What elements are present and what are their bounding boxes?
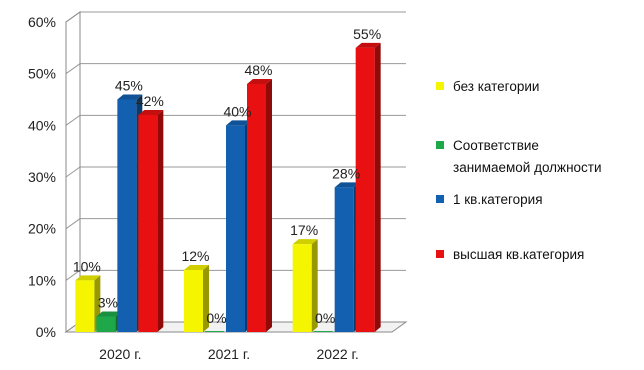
data-label: 45% — [115, 78, 143, 94]
data-labels: 10% 3% 45%42% 12% 0% 40% 48% 17% 0% 28% 55% — [73, 26, 381, 326]
bar-top — [226, 120, 251, 126]
bar-top — [75, 275, 101, 281]
legend-item: 1 кв.категория — [436, 192, 543, 207]
bar-top — [138, 110, 164, 115]
legend-item: Соответствие занимаемой должности — [436, 138, 602, 175]
legend-swatch — [436, 195, 444, 203]
data-label: 28% — [332, 165, 360, 181]
legend-swatch — [436, 82, 444, 90]
data-label: 0% — [315, 310, 335, 326]
bar — [184, 265, 209, 332]
bar-top — [334, 182, 360, 188]
bar-top — [96, 311, 122, 317]
bar-front — [313, 331, 333, 332]
bar-front — [75, 280, 95, 332]
y-tick-label: 50% — [28, 66, 56, 82]
legend-label: занимаемой должности — [453, 160, 602, 175]
legend: без категории Соответствие занимаемой долж… — [436, 79, 602, 262]
bar-front — [334, 187, 354, 332]
data-label: 55% — [353, 26, 381, 42]
bar-front — [205, 331, 224, 332]
gridline — [65, 11, 406, 23]
bar-side — [203, 265, 209, 332]
data-label: 48% — [244, 62, 272, 78]
y-axis-tick-labels: 0% 10% 20% 30% 40% 50% 60% — [28, 14, 56, 340]
gridline — [65, 63, 406, 75]
bar-front — [138, 115, 158, 332]
bar-front — [184, 270, 203, 332]
y-tick-label: 20% — [28, 221, 56, 237]
bar-front — [247, 84, 266, 332]
y-tick-label: 0% — [36, 324, 56, 340]
bar — [75, 275, 101, 332]
legend-label: 1 кв.категория — [453, 192, 543, 207]
legend-label: Соответствие — [453, 138, 539, 153]
legend-item: без категории — [436, 79, 539, 94]
data-label: 42% — [136, 93, 164, 109]
bar-front — [355, 47, 375, 332]
bars — [75, 42, 381, 332]
bar-top — [247, 79, 272, 84]
legend-label: высшая кв.категория — [453, 247, 584, 262]
x-tick-label: 2022 г. — [317, 346, 359, 362]
bar-front — [117, 99, 137, 332]
bar-top — [184, 265, 209, 270]
bar-top — [292, 239, 318, 245]
data-label: 10% — [73, 258, 101, 274]
bar — [247, 79, 272, 332]
y-tick-label: 30% — [28, 169, 56, 185]
bar-front — [96, 316, 116, 332]
bar — [355, 42, 381, 332]
bar — [313, 331, 333, 332]
bar-front — [292, 244, 312, 332]
y-tick-label: 40% — [28, 117, 56, 133]
data-label: 0% — [206, 310, 226, 326]
x-axis-tick-labels: 2020 г. 2021 г. 2022 г. — [99, 346, 359, 362]
y-tick-label: 60% — [28, 14, 56, 30]
bar — [138, 110, 164, 332]
legend-item: высшая кв.категория — [436, 247, 584, 262]
legend-swatch — [436, 250, 444, 258]
legend-swatch — [436, 141, 444, 149]
bar — [205, 331, 224, 332]
y-tick-label: 10% — [28, 272, 56, 288]
bar-side — [157, 110, 164, 332]
legend-label: без категории — [453, 79, 539, 94]
bar-side — [266, 79, 272, 332]
bar — [292, 239, 318, 332]
data-label: 3% — [98, 295, 118, 311]
bar-side — [311, 239, 318, 332]
x-tick-label: 2021 г. — [208, 346, 250, 362]
data-label: 12% — [181, 248, 209, 264]
data-label: 17% — [290, 222, 318, 238]
bar-side — [374, 42, 381, 332]
bar-front — [226, 125, 245, 332]
x-tick-label: 2020 г. — [99, 346, 141, 362]
bar-top — [355, 42, 381, 48]
bar-top — [117, 94, 143, 100]
data-label: 40% — [223, 103, 251, 119]
